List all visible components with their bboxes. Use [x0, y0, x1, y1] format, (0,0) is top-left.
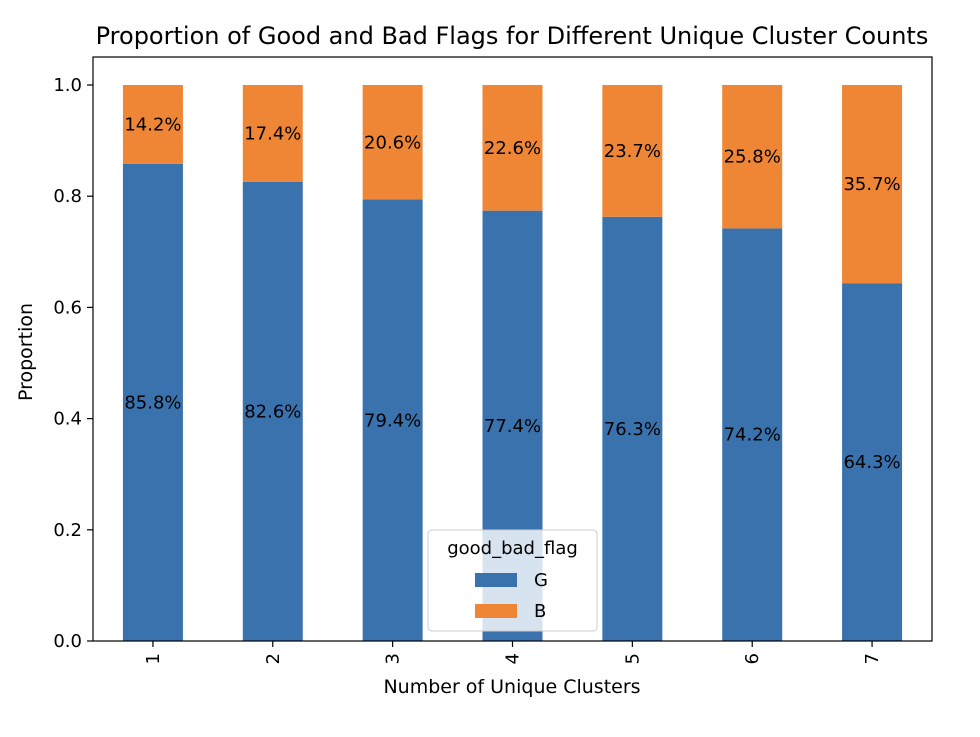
bar-B-3: [362, 85, 423, 200]
legend-title: good_bad_flag: [447, 538, 578, 559]
data-label-G-7: 64.3%: [843, 452, 900, 473]
x-tick-label: 1: [143, 653, 164, 664]
bar-B-1: [122, 85, 183, 164]
x-tick-label: 4: [503, 653, 524, 664]
data-label-G-5: 76.3%: [604, 419, 661, 440]
bar-G-7: [842, 283, 903, 641]
data-labels-layer: 85.8% 14.2% 82.6% 17.4% 79.4% 20.6% 77.4% 22.6%…: [124, 114, 900, 473]
data-label-G-6: 74.2%: [724, 425, 781, 446]
legend-swatch-B: [475, 604, 517, 618]
bar-B-7: [842, 85, 903, 284]
y-tick-label: 0.0: [53, 631, 82, 652]
y-tick-label: 0.2: [53, 520, 82, 541]
bar-B-5: [602, 85, 663, 217]
y-tick-label: 0.4: [53, 409, 82, 430]
data-label-G-3: 79.4%: [364, 410, 421, 431]
y-tick-label: 0.6: [53, 297, 82, 318]
bar-G-2: [242, 181, 303, 641]
y-tick-label: 0.8: [53, 186, 82, 207]
data-label-B-6: 25.8%: [724, 147, 781, 168]
bars-layer: [122, 85, 903, 641]
x-tick-label: 6: [742, 653, 763, 664]
bar-G-1: [122, 163, 183, 641]
y-axis-label: Proportion: [15, 303, 37, 401]
x-tick-label: 3: [383, 653, 404, 664]
x-tick-label: 5: [622, 653, 643, 664]
legend-label-G: G: [534, 570, 548, 591]
bar-B-2: [242, 85, 303, 182]
legend-label-B: B: [534, 601, 546, 622]
legend: good_bad_flag GB: [427, 529, 598, 632]
data-label-B-5: 23.7%: [604, 141, 661, 162]
data-label-B-4: 22.6%: [484, 138, 541, 159]
data-label-G-2: 82.6%: [244, 401, 301, 422]
bar-B-4: [482, 85, 543, 211]
data-label-B-7: 35.7%: [843, 174, 900, 195]
data-label-G-4: 77.4%: [484, 416, 541, 437]
bar-G-6: [722, 228, 783, 641]
y-tick-label: 1.0: [53, 75, 82, 96]
bar-G-5: [602, 216, 663, 641]
x-axis-label: Number of Unique Clusters: [383, 676, 640, 698]
x-tick-label: 2: [263, 653, 284, 664]
chart-title: Proportion of Good and Bad Flags for Dif…: [96, 22, 929, 50]
bar-B-6: [722, 85, 783, 229]
data-label-B-2: 17.4%: [244, 123, 301, 144]
data-label-B-1: 14.2%: [124, 114, 181, 135]
axes-layer: 0.0 0.2 0.4 0.6 0.8 1.0 1 2 3 4 5 6 7: [53, 56, 933, 664]
legend-swatch-G: [475, 573, 517, 587]
bar-G-3: [362, 199, 423, 641]
data-label-G-1: 85.8%: [124, 392, 181, 413]
data-label-B-3: 20.6%: [364, 132, 421, 153]
x-tick-label: 7: [862, 653, 883, 664]
